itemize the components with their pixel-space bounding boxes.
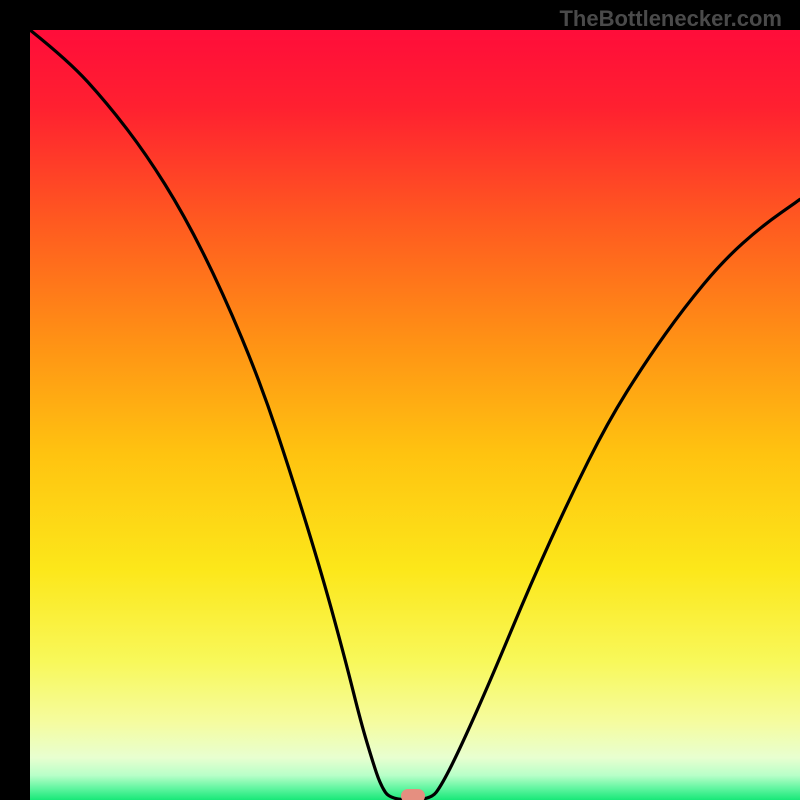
chart-container: TheBottlenecker.com [0,0,800,800]
plot-area [30,30,800,800]
gradient-background [30,30,800,800]
attribution-text: TheBottlenecker.com [559,6,782,32]
optimal-marker [401,789,425,800]
